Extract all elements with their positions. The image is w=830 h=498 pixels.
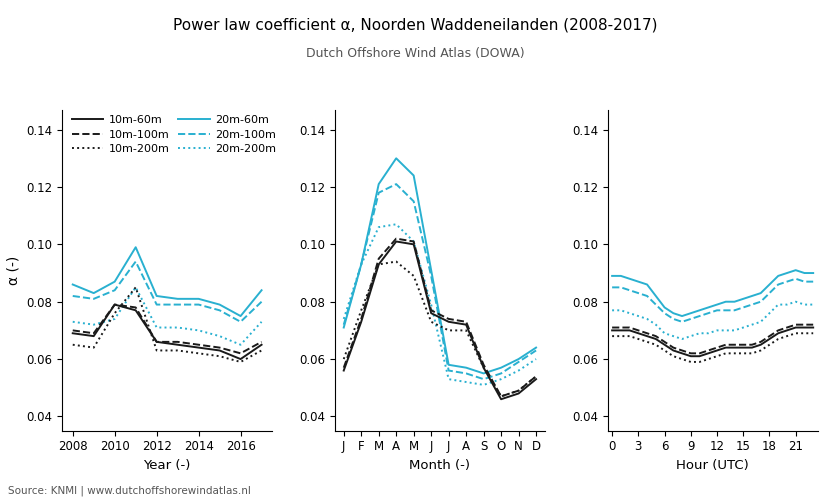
Text: Power law coefficient α, Noorden Waddeneilanden (2008-2017): Power law coefficient α, Noorden Waddene… (173, 17, 657, 32)
X-axis label: Month (-): Month (-) (409, 459, 471, 472)
X-axis label: Year (-): Year (-) (144, 459, 191, 472)
Legend: 10m-60m, 10m-100m, 10m-200m, 20m-60m, 20m-100m, 20m-200m: 10m-60m, 10m-100m, 10m-200m, 20m-60m, 20… (72, 115, 276, 154)
Text: Dutch Offshore Wind Atlas (DOWA): Dutch Offshore Wind Atlas (DOWA) (305, 47, 525, 60)
Text: Source: KNMI | www.dutchoffshorewindatlas.nl: Source: KNMI | www.dutchoffshorewindatla… (8, 485, 251, 496)
Y-axis label: α (-): α (-) (7, 255, 21, 285)
X-axis label: Hour (UTC): Hour (UTC) (676, 459, 749, 472)
